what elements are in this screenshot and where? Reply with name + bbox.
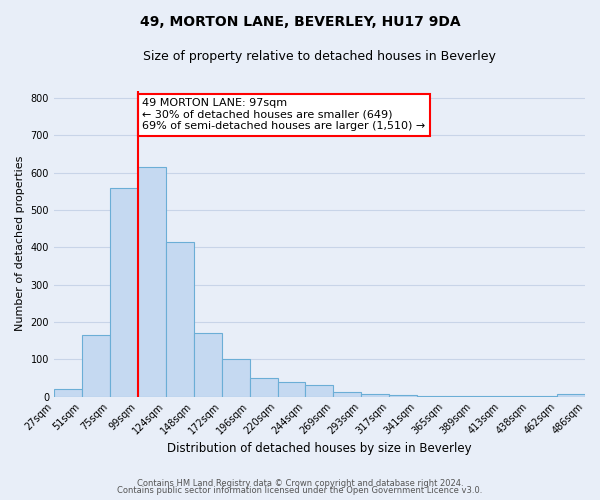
Bar bbox=[166, 242, 194, 396]
Bar bbox=[138, 167, 166, 396]
Text: 49, MORTON LANE, BEVERLEY, HU17 9DA: 49, MORTON LANE, BEVERLEY, HU17 9DA bbox=[140, 15, 460, 29]
Bar bbox=[221, 360, 250, 397]
Bar bbox=[557, 394, 585, 396]
Bar bbox=[334, 392, 361, 396]
Bar bbox=[278, 382, 305, 396]
Bar bbox=[54, 389, 82, 396]
Bar bbox=[110, 188, 138, 396]
Y-axis label: Number of detached properties: Number of detached properties bbox=[15, 156, 25, 332]
Bar bbox=[194, 333, 221, 396]
Text: Contains public sector information licensed under the Open Government Licence v3: Contains public sector information licen… bbox=[118, 486, 482, 495]
Title: Size of property relative to detached houses in Beverley: Size of property relative to detached ho… bbox=[143, 50, 496, 63]
Text: Contains HM Land Registry data © Crown copyright and database right 2024.: Contains HM Land Registry data © Crown c… bbox=[137, 478, 463, 488]
Bar bbox=[82, 335, 110, 396]
Bar bbox=[361, 394, 389, 396]
Bar bbox=[305, 386, 334, 396]
Bar bbox=[250, 378, 278, 396]
Text: 49 MORTON LANE: 97sqm
← 30% of detached houses are smaller (649)
69% of semi-det: 49 MORTON LANE: 97sqm ← 30% of detached … bbox=[142, 98, 425, 131]
Bar bbox=[389, 395, 417, 396]
X-axis label: Distribution of detached houses by size in Beverley: Distribution of detached houses by size … bbox=[167, 442, 472, 455]
